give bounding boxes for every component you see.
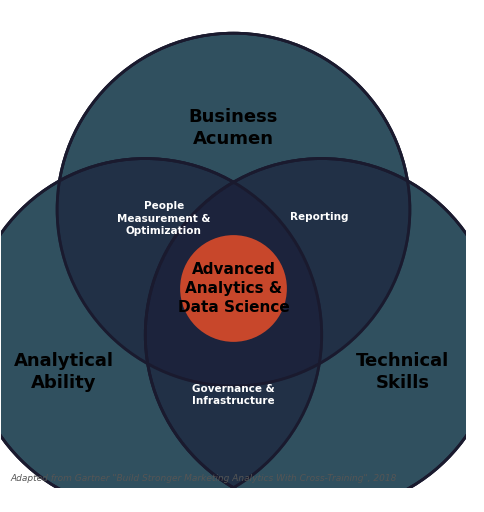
Circle shape: [145, 159, 484, 511]
Text: People
Measurement &
Optimization: People Measurement & Optimization: [117, 201, 210, 236]
Text: Adapted from Gartner "Build Stronger Marketing Analytics With Cross-Training", 2: Adapted from Gartner "Build Stronger Mar…: [11, 475, 396, 483]
Circle shape: [180, 235, 286, 342]
Circle shape: [57, 33, 409, 386]
Text: Analytical
Ability: Analytical Ability: [14, 352, 114, 392]
Circle shape: [0, 159, 321, 511]
Circle shape: [57, 33, 409, 386]
Text: Reporting: Reporting: [289, 211, 348, 222]
Text: Advanced
Analytics &
Data Science: Advanced Analytics & Data Science: [177, 262, 289, 314]
Text: Governance &
Infrastructure: Governance & Infrastructure: [192, 384, 274, 407]
Text: Technical
Skills: Technical Skills: [356, 352, 449, 392]
Circle shape: [0, 159, 321, 511]
Circle shape: [145, 159, 484, 511]
Text: Business
Acumen: Business Acumen: [188, 108, 278, 148]
